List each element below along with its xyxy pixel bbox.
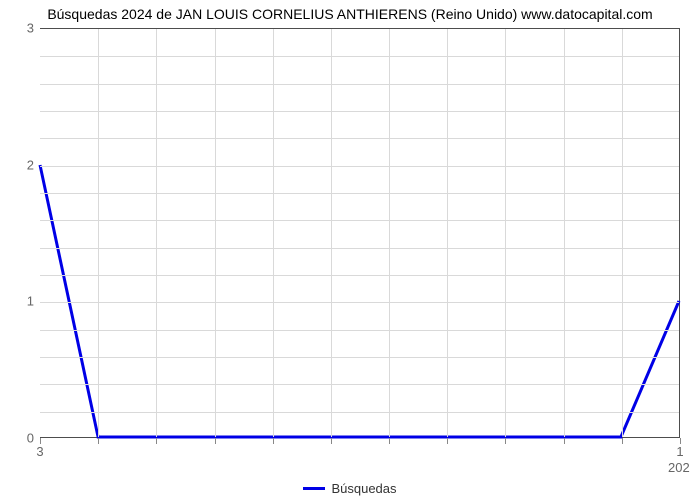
y-minor-gridline (40, 384, 679, 385)
x-tick-label-left: 3 (36, 444, 43, 459)
x-tick-mark (331, 438, 332, 444)
y-minor-gridline (40, 138, 679, 139)
y-minor-gridline (40, 275, 679, 276)
x-tick-mark (564, 438, 565, 444)
y-tick-label: 0 (18, 431, 34, 446)
x-tick-mark (156, 438, 157, 444)
y-minor-gridline (40, 248, 679, 249)
x-gridline (389, 29, 390, 437)
x-tick-label-right-bottom: 202 (668, 460, 690, 475)
chart-title: Búsquedas 2024 de JAN LOUIS CORNELIUS AN… (0, 6, 700, 22)
x-tick-label-right-top: 1 (676, 444, 683, 459)
line-layer (40, 29, 679, 437)
y-minor-gridline (40, 357, 679, 358)
x-gridline (156, 29, 157, 437)
x-gridline (447, 29, 448, 437)
x-gridline (564, 29, 565, 437)
y-minor-gridline (40, 412, 679, 413)
plot-area (40, 28, 680, 438)
x-gridline (331, 29, 332, 437)
x-tick-mark (447, 438, 448, 444)
y-tick-label: 1 (18, 294, 34, 309)
y-gridline (40, 302, 679, 303)
y-tick-label: 3 (18, 21, 34, 36)
legend-swatch (303, 487, 325, 490)
legend-item-busquedas: Búsquedas (303, 481, 396, 496)
y-minor-gridline (40, 220, 679, 221)
y-minor-gridline (40, 111, 679, 112)
x-tick-mark (215, 438, 216, 444)
x-tick-mark (98, 438, 99, 444)
series-line-Búsquedas (40, 165, 679, 437)
y-minor-gridline (40, 193, 679, 194)
x-tick-mark (389, 438, 390, 444)
y-gridline (40, 166, 679, 167)
y-tick-label: 2 (18, 157, 34, 172)
legend: Búsquedas (0, 477, 700, 496)
x-gridline (273, 29, 274, 437)
x-tick-mark (622, 438, 623, 444)
x-gridline (622, 29, 623, 437)
y-minor-gridline (40, 56, 679, 57)
x-gridline (98, 29, 99, 437)
x-tick-mark (273, 438, 274, 444)
x-gridline (505, 29, 506, 437)
x-gridline (215, 29, 216, 437)
x-tick-mark (505, 438, 506, 444)
legend-label: Búsquedas (331, 481, 396, 496)
y-minor-gridline (40, 330, 679, 331)
y-minor-gridline (40, 84, 679, 85)
